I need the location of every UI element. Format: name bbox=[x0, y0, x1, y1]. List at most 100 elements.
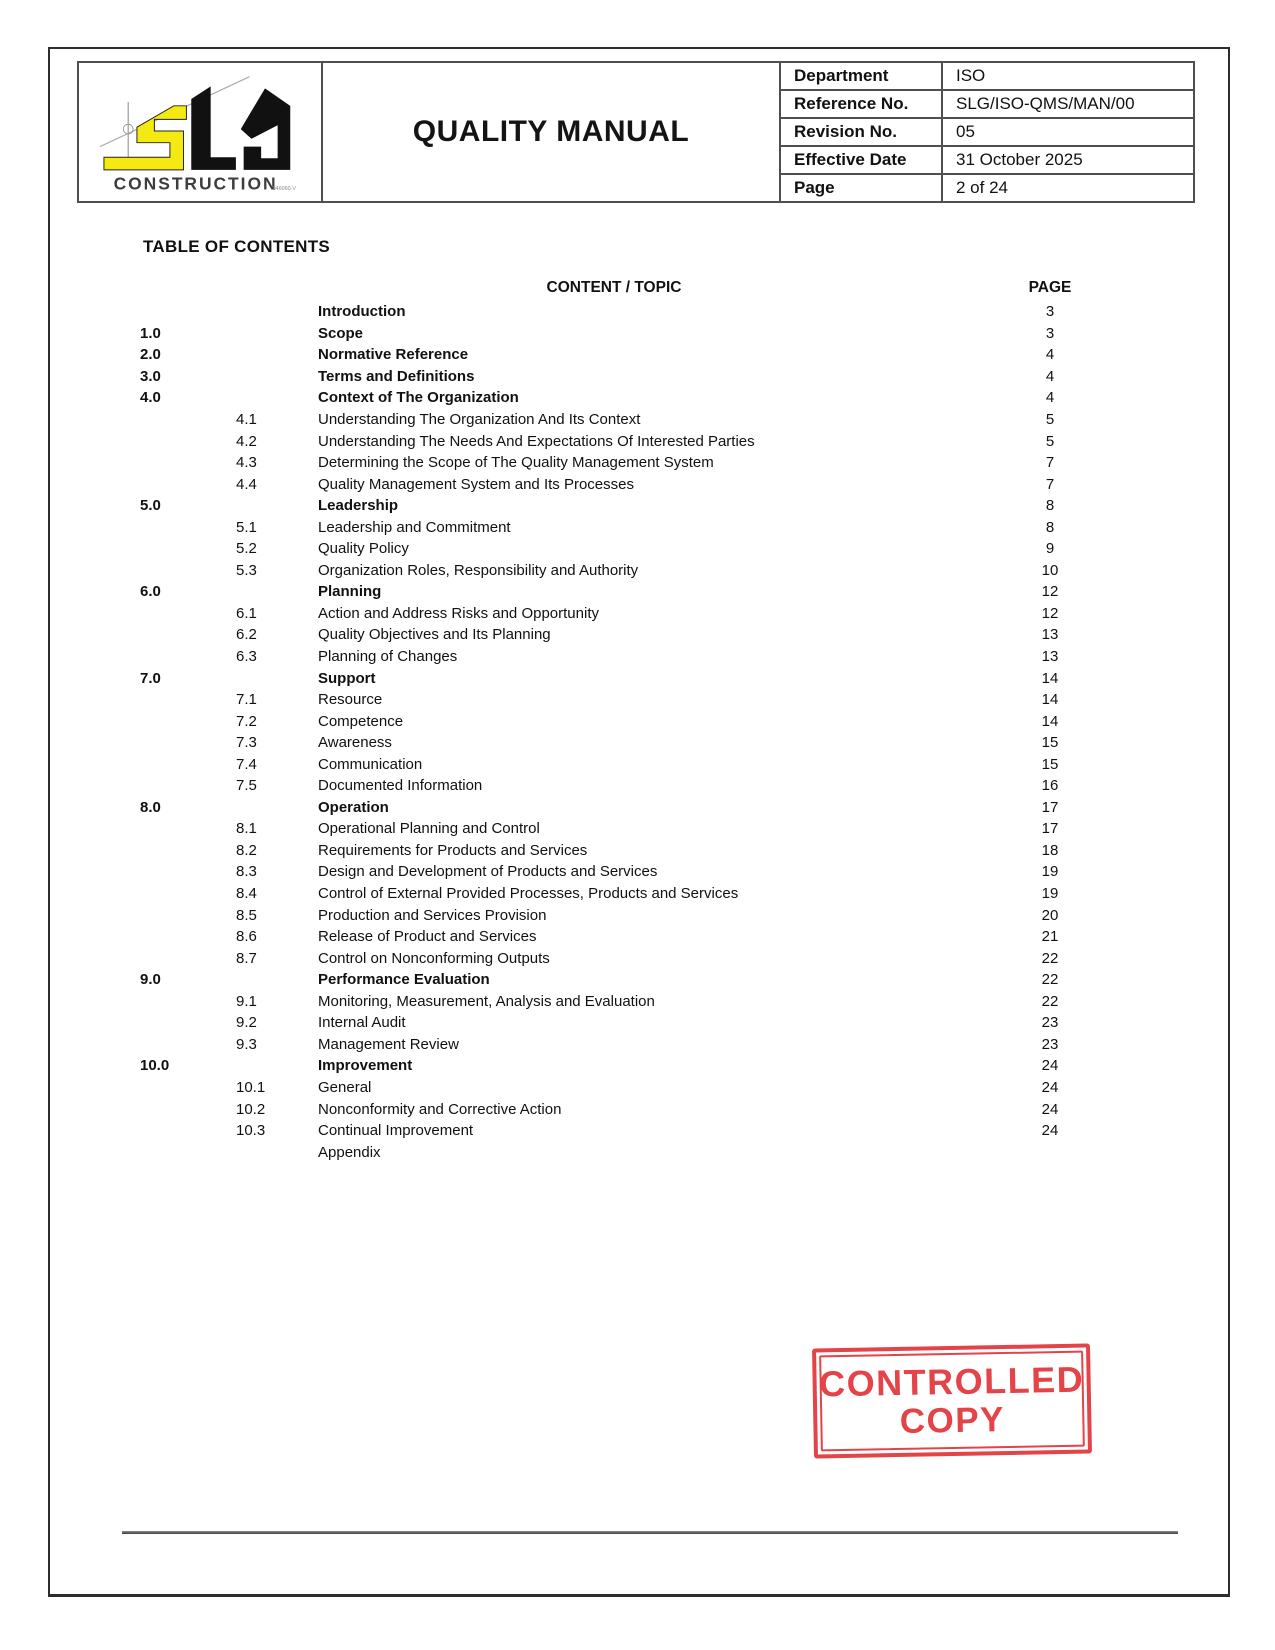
toc-page-number: 7 bbox=[1045, 475, 1055, 493]
toc-title: Resource bbox=[318, 691, 383, 709]
logo-registration-number: 946060-V bbox=[273, 186, 297, 192]
toc-row: Introduction 3 bbox=[140, 301, 1080, 323]
toc-title: Control on Nonconforming Outputs bbox=[318, 949, 550, 967]
toc-row: 4.4 Quality Management System and Its Pr… bbox=[140, 473, 1080, 495]
toc-column-headers: CONTENT / TOPIC PAGE bbox=[140, 279, 1080, 297]
toc-page-number: 3 bbox=[1045, 303, 1055, 321]
toc-row: 6.2 Quality Objectives and Its Planning … bbox=[140, 624, 1080, 646]
toc-row: 7.1 Resource 14 bbox=[140, 689, 1080, 711]
toc-row: 8.5 Production and Services Provision 20 bbox=[140, 904, 1080, 926]
toc-subsection-number: 7.1 bbox=[236, 691, 257, 709]
toc-page-number: 16 bbox=[1041, 777, 1059, 795]
toc-page-number: 14 bbox=[1041, 669, 1059, 687]
toc-title: Support bbox=[318, 669, 376, 687]
document-header-table: CONSTRUCTION 946060-V QUALITY MANUAL Dep… bbox=[77, 61, 1195, 203]
toc-title: Leadership and Commitment bbox=[318, 518, 511, 536]
toc-section-number: 1.0 bbox=[140, 324, 161, 342]
company-logo: CONSTRUCTION 946060-V bbox=[79, 63, 321, 201]
toc-row: 5.0 Leadership 8 bbox=[140, 495, 1080, 517]
toc-section-number: 6.0 bbox=[140, 583, 161, 601]
toc-title: Understanding The Needs And Expectations… bbox=[318, 432, 755, 450]
toc-subsection-number: 6.3 bbox=[236, 648, 257, 666]
toc-title: Performance Evaluation bbox=[318, 971, 490, 989]
stamp-text-line1: CONTROLLED bbox=[818, 1358, 1085, 1405]
toc-page-number: 15 bbox=[1041, 755, 1059, 773]
toc-row: 10.2 Nonconformity and Corrective Action… bbox=[140, 1098, 1080, 1120]
toc-column-header-topic: CONTENT / TOPIC bbox=[546, 279, 682, 296]
toc-row: 4.0 Context of The Organization 4 bbox=[140, 387, 1080, 409]
toc-row: 3.0 Terms and Definitions 4 bbox=[140, 366, 1080, 388]
info-label: Effective Date bbox=[781, 147, 943, 173]
toc-row: 2.0 Normative Reference 4 bbox=[140, 344, 1080, 366]
toc-page-number: 22 bbox=[1041, 949, 1059, 967]
toc-subsection-number: 5.3 bbox=[236, 561, 257, 579]
toc-title: Appendix bbox=[318, 1143, 381, 1161]
document-title: QUALITY MANUAL bbox=[412, 115, 690, 148]
toc-subsection-number: 6.2 bbox=[236, 626, 257, 644]
toc-subsection-number: 7.4 bbox=[236, 755, 257, 773]
toc-subsection-number: 4.1 bbox=[236, 411, 257, 428]
toc-row: 7.3 Awareness 15 bbox=[140, 732, 1080, 754]
info-value: ISO bbox=[956, 66, 986, 85]
toc-page-number: 13 bbox=[1041, 626, 1059, 644]
toc-title: Introduction bbox=[318, 303, 406, 321]
toc-title: Internal Audit bbox=[318, 1014, 406, 1032]
toc-row: Appendix bbox=[140, 1141, 1080, 1163]
toc-rows: Introduction 3 1.0 Scope 3 2.0 Normative… bbox=[140, 301, 1080, 1163]
toc-row: 4.3 Determining the Scope of The Quality… bbox=[140, 452, 1080, 474]
toc-page-number: 13 bbox=[1041, 648, 1059, 666]
toc-title: Scope bbox=[318, 324, 364, 342]
info-label: Reference No. bbox=[781, 91, 943, 117]
toc-page-number: 5 bbox=[1045, 432, 1055, 450]
toc-page-number: 8 bbox=[1045, 518, 1055, 536]
toc-section-number: 3.0 bbox=[140, 367, 161, 385]
toc-page-number: 14 bbox=[1041, 712, 1059, 730]
toc-section-number: 4.0 bbox=[140, 389, 161, 407]
toc-row: 6.3 Planning of Changes 13 bbox=[140, 646, 1080, 668]
toc-subsection-number: 8.5 bbox=[236, 906, 257, 924]
info-row: Reference No. SLG/ISO-QMS/MAN/00 bbox=[781, 91, 1193, 119]
toc-row: 6.1 Action and Address Risks and Opportu… bbox=[140, 603, 1080, 625]
toc-subsection-number: 4.4 bbox=[236, 475, 257, 493]
toc-title: Control of External Provided Processes, … bbox=[318, 885, 739, 903]
toc-subsection-number: 8.4 bbox=[236, 885, 257, 903]
logo-letter-s bbox=[103, 104, 187, 170]
toc-title: Release of Product and Services bbox=[318, 928, 537, 946]
toc-page-number: 10 bbox=[1041, 561, 1059, 579]
footer-rule bbox=[122, 1531, 1178, 1534]
toc-page-number: 8 bbox=[1045, 497, 1055, 515]
toc-page-number: 24 bbox=[1041, 1122, 1059, 1140]
toc-page-number: 22 bbox=[1041, 971, 1059, 989]
info-row: Effective Date 31 October 2025 bbox=[781, 147, 1193, 175]
toc-title: Action and Address Risks and Opportunity bbox=[318, 604, 599, 622]
toc-subsection-number: 5.2 bbox=[236, 540, 257, 558]
toc-title: Determining the Scope of The Quality Man… bbox=[318, 454, 714, 472]
toc-subsection-number: 10.3 bbox=[236, 1122, 266, 1140]
toc-subsection-number: 9.1 bbox=[236, 992, 257, 1010]
toc-row: 9.1 Monitoring, Measurement, Analysis an… bbox=[140, 991, 1080, 1013]
toc-row: 5.3 Organization Roles, Responsibility a… bbox=[140, 560, 1080, 582]
toc-title: Quality Objectives and Its Planning bbox=[318, 626, 551, 644]
toc-row: 10.0 Improvement 24 bbox=[140, 1055, 1080, 1077]
toc-subsection-number: 8.1 bbox=[236, 820, 257, 838]
toc-row: 8.2 Requirements for Products and Servic… bbox=[140, 840, 1080, 862]
toc-row: 9.3 Management Review 23 bbox=[140, 1034, 1080, 1056]
toc-subsection-number: 10.2 bbox=[236, 1100, 266, 1118]
toc-title: Organization Roles, Responsibility and A… bbox=[318, 561, 639, 579]
toc-title: Understanding The Organization And Its C… bbox=[318, 411, 641, 428]
toc-page-number: 4 bbox=[1045, 389, 1055, 407]
toc-subsection-number: 6.1 bbox=[236, 604, 257, 622]
toc-page-number: 17 bbox=[1041, 798, 1059, 816]
toc-subsection-number: 9.2 bbox=[236, 1014, 257, 1032]
toc-page-number: 24 bbox=[1041, 1100, 1059, 1118]
toc-row: 8.0 Operation 17 bbox=[140, 797, 1080, 819]
toc-column-header-page: PAGE bbox=[1028, 279, 1072, 296]
toc-row: 9.2 Internal Audit 23 bbox=[140, 1012, 1080, 1034]
toc-title: Operational Planning and Control bbox=[318, 820, 540, 838]
toc-page-number: 22 bbox=[1041, 992, 1059, 1010]
stamp-text-line2: COPY bbox=[899, 1399, 1006, 1441]
toc-subsection-number: 10.1 bbox=[236, 1078, 266, 1096]
toc-subsection-number: 7.5 bbox=[236, 777, 257, 795]
toc-page-number: 23 bbox=[1041, 1035, 1059, 1053]
toc-title: Context of The Organization bbox=[318, 389, 519, 407]
